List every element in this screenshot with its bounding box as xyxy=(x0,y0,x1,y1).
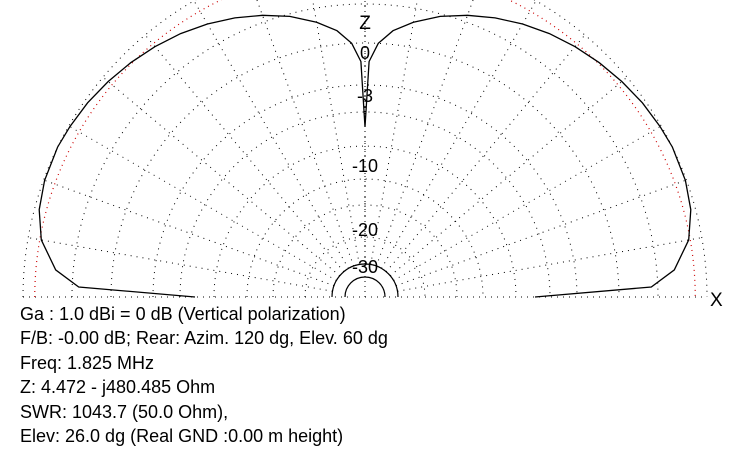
elevation-line: Elev: 26.0 dg (Real GND :0.00 m height) xyxy=(20,426,344,447)
inner-ring xyxy=(331,263,399,298)
grid-ring xyxy=(152,84,578,298)
ring-label: -20 xyxy=(352,220,378,240)
elevation-spoke xyxy=(370,0,418,265)
swr-line: SWR: 1043.7 (50.0 Ohm), xyxy=(20,401,229,422)
front-back-line: F/B: -0.00 dB; Rear: Azim. 120 dg, Elev.… xyxy=(20,328,388,349)
elevation-spoke xyxy=(393,125,662,281)
elevation-spoke xyxy=(68,125,337,281)
plot-rings xyxy=(22,0,708,298)
ring-label: -10 xyxy=(352,156,378,176)
z-axis-label: Z xyxy=(359,13,371,34)
impedance-line: Z: 4.472 - j480.485 Ohm xyxy=(20,377,216,398)
elevation-spoke xyxy=(395,179,687,287)
grid-ring xyxy=(213,145,517,298)
elevation-spoke xyxy=(43,179,335,287)
grid-ring xyxy=(272,204,458,298)
elevation-spoke xyxy=(144,34,345,273)
gain-line: Ga : 1.0 dBi = 0 dB (Vertical polarizati… xyxy=(20,304,346,324)
elevation-spoke xyxy=(256,0,355,267)
info-panel: Ga : 1.0 dBi = 0 dB (Vertical polarizati… xyxy=(20,302,388,448)
elevation-spoke xyxy=(102,76,341,277)
inner-ring xyxy=(344,276,386,298)
ring-label: -3 xyxy=(357,86,373,106)
frequency-line: Freq: 1.825 MHz xyxy=(20,352,155,373)
elevation-spoke xyxy=(381,0,537,269)
elevation-spoke xyxy=(193,0,349,269)
x-axis-label: X xyxy=(710,290,723,311)
ring-label: 0 xyxy=(360,43,370,63)
pattern-curve xyxy=(38,14,692,298)
elevation-spoke xyxy=(385,34,586,273)
ring-label: -30 xyxy=(352,257,378,277)
ring-labels: 0 -3 -10 -20 -30 xyxy=(352,43,378,277)
elevation-spoke xyxy=(375,0,474,267)
grid-ring xyxy=(22,0,708,298)
elevation-spoke xyxy=(389,76,628,277)
